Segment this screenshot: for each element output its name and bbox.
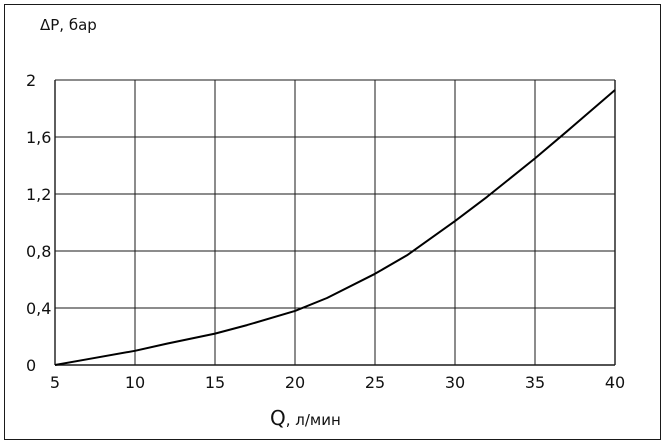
y-tick-label: 0 (26, 356, 36, 375)
y-tick-label: 0,4 (26, 299, 51, 318)
y-tick-label: 1,6 (26, 128, 51, 147)
x-tick-label: 5 (50, 373, 60, 392)
x-tick-label: 15 (205, 373, 225, 392)
x-tick-labels: 5 10 15 20 25 30 35 40 (50, 373, 625, 392)
chart-frame (4, 4, 661, 440)
series-line (54, 89, 616, 366)
x-tick-label: 20 (285, 373, 305, 392)
x-tick-label: 30 (445, 373, 465, 392)
x-tick-label: 40 (605, 373, 625, 392)
chart-grid (54, 79, 616, 366)
y-tick-labels: 0 0,4 0,8 1,2 1,6 2 (26, 71, 51, 375)
x-axis-symbol: Q (270, 406, 286, 430)
y-tick-label: 0,8 (26, 242, 51, 261)
x-axis-label: Q, л/мин (270, 406, 341, 430)
x-tick-label: 10 (125, 373, 145, 392)
series-lines (54, 89, 616, 366)
x-axis-unit: , л/мин (286, 411, 341, 429)
y-tick-label: 2 (26, 71, 36, 90)
x-tick-label: 35 (525, 373, 545, 392)
y-axis-label: ΔP, бар (40, 16, 97, 34)
x-tick-label: 25 (365, 373, 385, 392)
y-tick-label: 1,2 (26, 185, 51, 204)
